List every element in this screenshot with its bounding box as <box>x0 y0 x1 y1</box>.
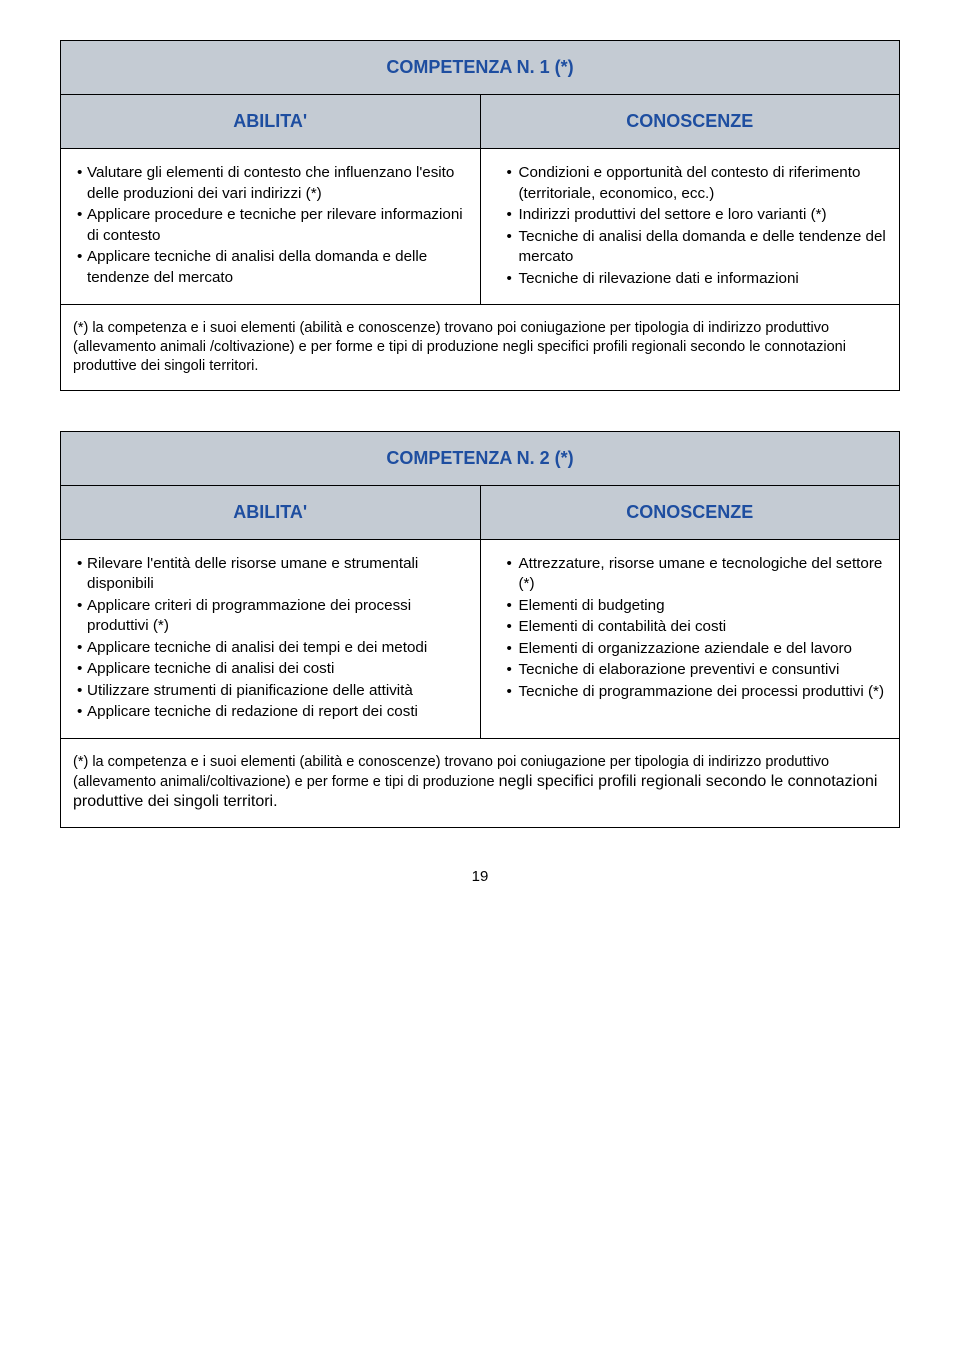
competenza-2-table: COMPETENZA N. 2 (*) ABILITA' CONOSCENZE … <box>60 431 900 829</box>
conoscenze-header: CONOSCENZE <box>480 95 900 149</box>
competenza-2-conoscenze-cell: Attrezzature, risorse umane e tecnologic… <box>480 539 900 738</box>
competenza-1-footnote-row: (*) la competenza e i suoi elementi (abi… <box>61 305 900 391</box>
list-item: Attrezzature, risorse umane e tecnologic… <box>507 554 888 595</box>
list-item: Applicare procedure e tecniche per rilev… <box>77 205 468 246</box>
competenza-2-footnote: (*) la competenza e i suoi elementi (abi… <box>61 738 900 827</box>
competenza-2-header-row: ABILITA' CONOSCENZE <box>61 485 900 539</box>
list-item: Indirizzi produttivi del settore e loro … <box>507 205 888 226</box>
list-item: Tecniche di programmazione dei processi … <box>507 682 888 703</box>
list-item: Elementi di organizzazione aziendale e d… <box>507 639 888 660</box>
page-number: 19 <box>60 868 900 885</box>
abilita-header: ABILITA' <box>61 95 481 149</box>
footnote-text-large: negli specifici profili regionali <box>499 773 706 790</box>
competenza-1-title: COMPETENZA N. 1 (*) <box>61 41 900 95</box>
competenza-1-table: COMPETENZA N. 1 (*) ABILITA' CONOSCENZE … <box>60 40 900 391</box>
list-item: Tecniche di elaborazione preventivi e co… <box>507 660 888 681</box>
list-item: Utilizzare strumenti di pianificazione d… <box>77 681 468 702</box>
list-item: Tecniche di rilevazione dati e informazi… <box>507 269 888 290</box>
list-item: Applicare tecniche di redazione di repor… <box>77 702 468 723</box>
abilita-header: ABILITA' <box>61 485 481 539</box>
list-item: Elementi di budgeting <box>507 596 888 617</box>
list-item: Applicare tecniche di analisi della doma… <box>77 247 468 288</box>
list-item: Valutare gli elementi di contesto che in… <box>77 163 468 204</box>
list-item: Applicare criteri di programmazione dei … <box>77 596 468 637</box>
competenza-1-title-row: COMPETENZA N. 1 (*) <box>61 41 900 95</box>
list-item: Condizioni e opportunità del contesto di… <box>507 163 888 204</box>
list-item: Applicare tecniche di analisi dei tempi … <box>77 638 468 659</box>
list-item: Rilevare l'entità delle risorse umane e … <box>77 554 468 595</box>
list-item: Tecniche di analisi della domanda e dell… <box>507 227 888 268</box>
competenza-2-footnote-row: (*) la competenza e i suoi elementi (abi… <box>61 738 900 827</box>
list-item: Elementi di contabilità dei costi <box>507 617 888 638</box>
competenza-1-footnote: (*) la competenza e i suoi elementi (abi… <box>61 305 900 391</box>
competenza-1-content-row: Valutare gli elementi di contesto che in… <box>61 149 900 305</box>
competenza-1-conoscenze-cell: Condizioni e opportunità del contesto di… <box>480 149 900 305</box>
competenza-1-header-row: ABILITA' CONOSCENZE <box>61 95 900 149</box>
competenza-2-title: COMPETENZA N. 2 (*) <box>61 431 900 485</box>
competenza-2-title-row: COMPETENZA N. 2 (*) <box>61 431 900 485</box>
document-page: COMPETENZA N. 1 (*) ABILITA' CONOSCENZE … <box>0 0 960 905</box>
conoscenze-header: CONOSCENZE <box>480 485 900 539</box>
competenza-1-abilita-cell: Valutare gli elementi di contesto che in… <box>61 149 481 305</box>
competenza-2-abilita-cell: Rilevare l'entità delle risorse umane e … <box>61 539 481 738</box>
list-item: Applicare tecniche di analisi dei costi <box>77 659 468 680</box>
competenza-2-content-row: Rilevare l'entità delle risorse umane e … <box>61 539 900 738</box>
